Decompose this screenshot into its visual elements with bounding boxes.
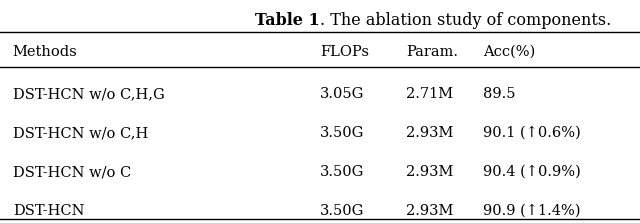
Text: Acc(%): Acc(%) (483, 45, 536, 59)
Text: Param.: Param. (406, 45, 458, 59)
Text: 2.93M: 2.93M (406, 126, 454, 140)
Text: Table 1: Table 1 (255, 12, 320, 29)
Text: DST-HCN w/o C: DST-HCN w/o C (13, 165, 131, 179)
Text: Methods: Methods (13, 45, 77, 59)
Text: 3.50G: 3.50G (320, 204, 364, 218)
Text: DST-HCN w/o C,H: DST-HCN w/o C,H (13, 126, 148, 140)
Text: . The ablation study of components.: . The ablation study of components. (320, 12, 611, 29)
Text: 2.71M: 2.71M (406, 87, 454, 101)
Text: DST-HCN w/o C,H,G: DST-HCN w/o C,H,G (13, 87, 164, 101)
Text: 3.50G: 3.50G (320, 165, 364, 179)
Text: 90.4 (↑0.9%): 90.4 (↑0.9%) (483, 165, 581, 179)
Text: 90.1 (↑0.6%): 90.1 (↑0.6%) (483, 126, 581, 140)
Text: FLOPs: FLOPs (320, 45, 369, 59)
Text: 2.93M: 2.93M (406, 165, 454, 179)
Text: 3.50G: 3.50G (320, 126, 364, 140)
Text: 90.9 (↑1.4%): 90.9 (↑1.4%) (483, 204, 580, 218)
Text: 89.5: 89.5 (483, 87, 516, 101)
Text: 3.05G: 3.05G (320, 87, 364, 101)
Text: DST-HCN: DST-HCN (13, 204, 84, 218)
Text: 2.93M: 2.93M (406, 204, 454, 218)
